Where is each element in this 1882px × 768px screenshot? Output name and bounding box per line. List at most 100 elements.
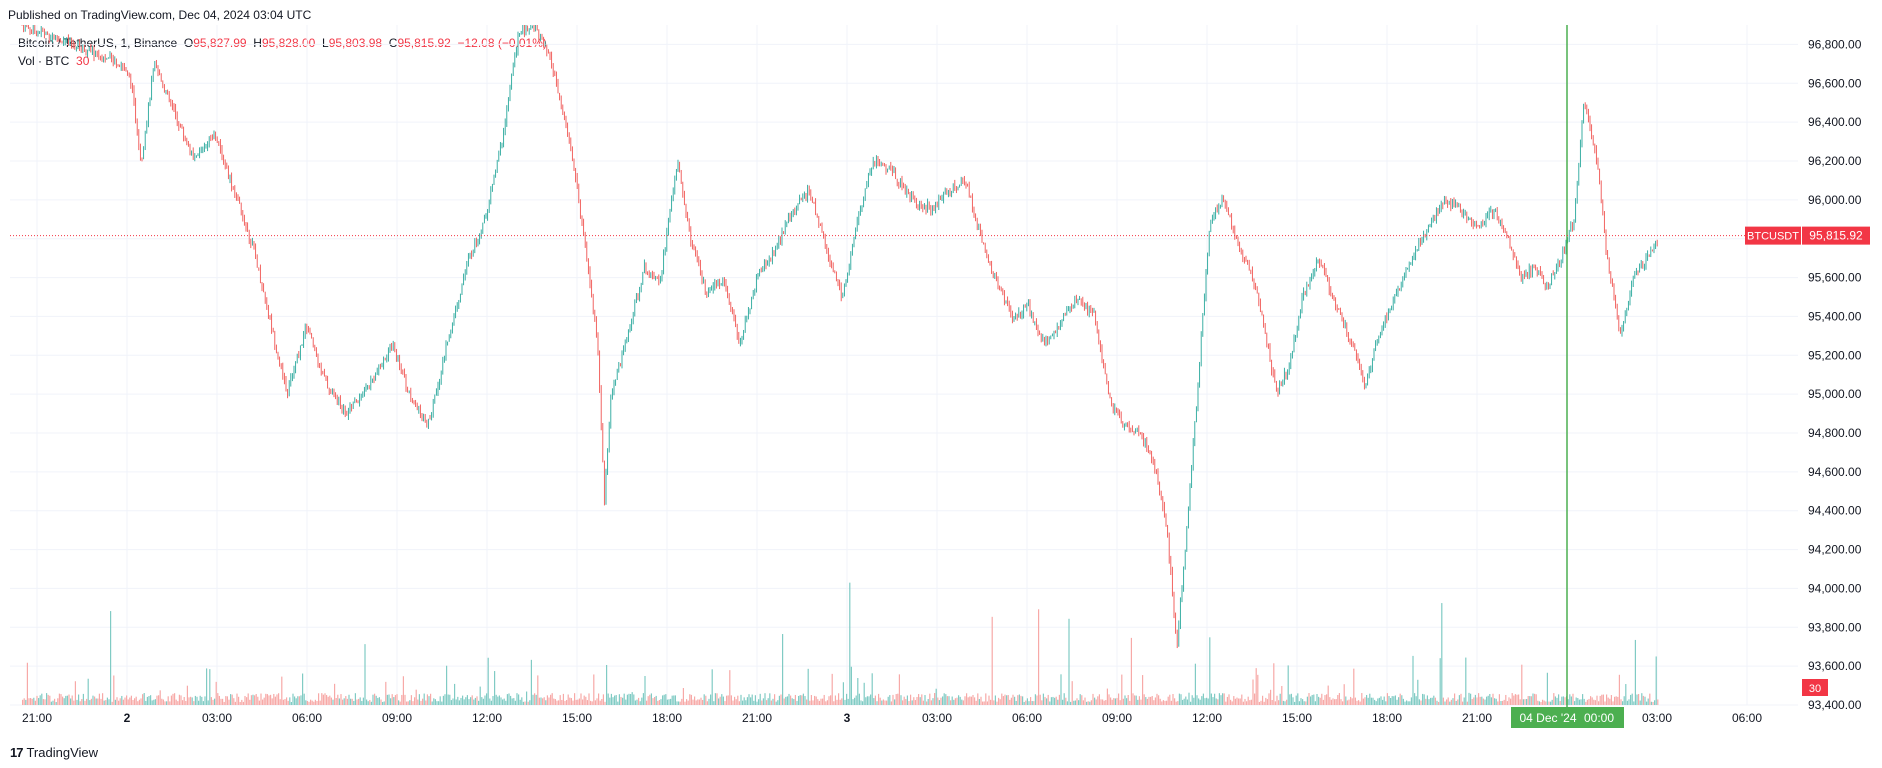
volume-bar — [1260, 700, 1262, 705]
volume-bar — [1228, 694, 1230, 705]
volume-bar — [1358, 700, 1360, 705]
volume-bar — [118, 700, 120, 705]
volume-bar — [1169, 694, 1171, 705]
volume-bar — [1014, 696, 1016, 705]
volume-bar — [865, 697, 867, 705]
volume-bar — [1583, 698, 1585, 705]
volume-bar — [369, 699, 371, 705]
volume-bar — [970, 696, 972, 705]
volume-bar — [1578, 699, 1580, 705]
volume-bar — [358, 698, 360, 705]
tradingview-logo-icon[interactable]: 17 — [10, 745, 24, 760]
volume-bar — [158, 695, 160, 705]
volume-bar — [1204, 698, 1206, 705]
volume-bar — [977, 693, 979, 705]
volume-bar — [383, 701, 385, 705]
y-tick-label: 93,600.00 — [1808, 659, 1862, 673]
volume-bar — [894, 699, 896, 705]
volume-bar — [1558, 694, 1560, 705]
volume-bar — [1292, 697, 1294, 705]
volume-bar — [1002, 696, 1004, 705]
volume-bar — [1514, 694, 1516, 705]
volume-bar — [1593, 699, 1595, 705]
volume-bar — [1105, 700, 1107, 705]
volume-bar — [278, 693, 280, 705]
volume-bar — [862, 701, 864, 705]
volume-bar — [36, 695, 38, 705]
volume-bar — [54, 698, 56, 705]
volume-bar — [1338, 693, 1340, 705]
volume-bar — [1028, 701, 1030, 705]
volume-bar — [825, 701, 827, 705]
volume-bar — [386, 694, 388, 705]
volume-bar — [1414, 693, 1416, 705]
footer: 17 TradingView — [10, 745, 98, 760]
volume-bar — [850, 666, 852, 705]
y-tick-label: 96,000.00 — [1808, 193, 1862, 207]
close-label: C — [388, 36, 398, 50]
volume-bar — [895, 694, 897, 705]
volume-bar — [911, 700, 913, 705]
volume-bar — [426, 694, 428, 705]
volume-bars — [22, 582, 1659, 705]
volume-bar — [618, 694, 620, 705]
volume-bar — [1494, 698, 1496, 705]
volume-bar — [817, 699, 819, 705]
volume-bar — [1642, 695, 1644, 705]
volume-bar — [305, 700, 307, 705]
volume-bar — [1036, 695, 1038, 705]
volume-bar — [711, 669, 713, 705]
volume-bar — [1241, 694, 1243, 705]
volume-bar — [282, 699, 284, 705]
volume-bar — [362, 697, 364, 705]
price-tag: BTCUSDT 95,815.92 — [1745, 226, 1870, 245]
volume-bar — [938, 700, 940, 705]
volume-bar — [1055, 696, 1057, 705]
volume-bar — [1562, 696, 1564, 705]
volume-bar — [521, 697, 523, 705]
volume-bar — [442, 695, 444, 705]
volume-bar — [1175, 701, 1177, 705]
volume-bar — [834, 695, 836, 705]
tradingview-brand[interactable]: TradingView — [26, 745, 99, 760]
volume-bar — [1433, 695, 1435, 705]
volume-bar — [534, 693, 536, 705]
volume-bar — [338, 698, 340, 705]
volume-bar — [153, 699, 155, 705]
volume-bar — [94, 696, 96, 705]
volume-bar — [1354, 697, 1356, 705]
volume-bar — [265, 693, 267, 705]
symbol-label[interactable]: Bitcoin / TetherUS, 1, Binance — [18, 36, 178, 50]
volume-bar — [1591, 697, 1593, 705]
volume-bar — [998, 697, 1000, 705]
volume-bar — [1142, 675, 1144, 705]
volume-bar — [1489, 694, 1491, 705]
volume-bar — [1150, 696, 1152, 705]
x-tick-label: 12:00 — [1192, 711, 1222, 725]
volume-bar — [766, 700, 768, 705]
volume-bar — [906, 695, 908, 705]
volume-bar — [761, 700, 763, 705]
volume-bar — [974, 697, 976, 705]
volume-bar — [564, 700, 566, 705]
volume-bar — [1530, 696, 1532, 705]
volume-bar — [1356, 700, 1358, 705]
crosshair-time-label: 04 Dec '24 00:00 — [1511, 707, 1624, 728]
volume-bar — [298, 696, 300, 705]
volume-bar — [1511, 693, 1513, 705]
volume-label[interactable]: Vol · BTC — [18, 54, 70, 68]
volume-bar — [1161, 701, 1163, 705]
volume-bar — [466, 695, 468, 705]
volume-bar — [1559, 700, 1561, 705]
volume-bar — [1178, 693, 1180, 705]
volume-bar — [718, 698, 720, 705]
volume-bar — [1137, 699, 1139, 705]
volume-bar — [838, 693, 840, 705]
volume-bar — [983, 701, 985, 705]
volume-bar — [1148, 696, 1150, 705]
volume-bar — [628, 693, 630, 705]
volume-bar — [370, 701, 372, 705]
volume-bar — [1513, 695, 1515, 705]
volume-bar — [471, 695, 473, 705]
